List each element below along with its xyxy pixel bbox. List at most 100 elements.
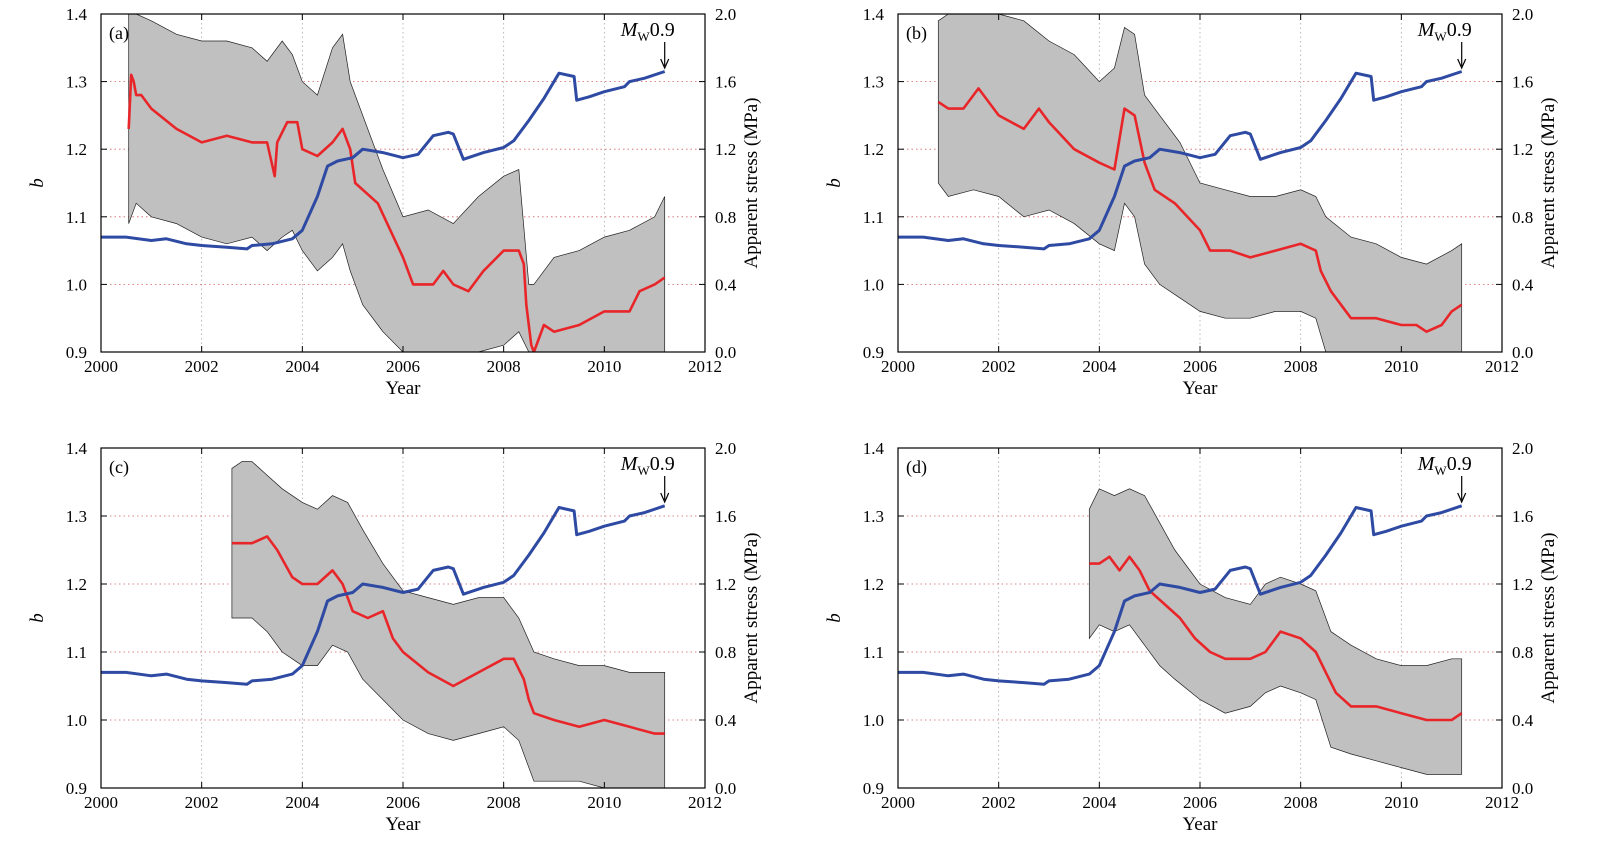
chart-1-panel-label: (b): [906, 23, 927, 44]
chart-3-data: [898, 488, 1463, 775]
chart-2-b-value-line: [231, 535, 665, 735]
chart-panel-2: 2000 2002 2004 2006 2008 2010 2012 0.9 1.0 1.1 1.2…: [27, 439, 762, 835]
chart-1-xtick-label-3: 2006: [1183, 357, 1217, 376]
chart-0-ytick-left-label-0: 0.9: [66, 343, 87, 362]
chart-0-ytick-left-label-3: 1.2: [66, 140, 87, 159]
chart-0-uncertainty-band: [128, 14, 666, 352]
chart-3-xtick-label-5: 2010: [1384, 793, 1418, 812]
chart-3-ytick-right-label-0: 0.0: [1512, 779, 1533, 798]
chart-3-ytick-left-label-4: 1.3: [863, 507, 884, 526]
chart-3-ytick-right-label-4: 1.6: [1512, 507, 1533, 526]
chart-2-xlabel: Year: [385, 814, 421, 835]
chart-0-xtick-label-0: 2000: [84, 357, 118, 376]
chart-3-ylabel-right: Apparent stress (MPa): [1538, 533, 1559, 704]
chart-1-ytick-left-label-4: 1.3: [863, 73, 884, 92]
chart-1-xtick-label-2: 2004: [1082, 357, 1117, 376]
chart-2-ytick-left-label-4: 1.3: [66, 507, 87, 526]
chart-panel-3: 2000 2002 2004 2006 2008 2010 2012 0.9 1.0 1.1 1.2…: [824, 439, 1559, 835]
chart-2-ylabel-left: b: [27, 613, 48, 623]
chart-0-ytick-left-label-4: 1.3: [66, 73, 87, 92]
chart-2-xtick-label-5: 2010: [587, 793, 621, 812]
chart-0-ytick-right-label-1: 0.4: [715, 275, 737, 294]
chart-1-data: [898, 14, 1463, 352]
chart-0-ytick-left-label-2: 1.1: [66, 208, 87, 227]
chart-3-ytick-right-label-5: 2.0: [1512, 439, 1533, 458]
chart-1-xtick-label-6: 2012: [1485, 357, 1519, 376]
chart-2-xtick-label-0: 2000: [84, 793, 118, 812]
chart-3-xtick-label-1: 2002: [982, 793, 1016, 812]
chart-3-magnitude-arrow-head: [1457, 492, 1467, 504]
chart-3-apparent-stress-line: [898, 504, 1463, 686]
chart-1-xtick-label-0: 2000: [881, 357, 915, 376]
chart-3-panel-label: (d): [906, 457, 927, 478]
chart-1-ytick-left-label-3: 1.2: [863, 140, 884, 159]
chart-1-ytick-right-label-3: 1.2: [1512, 140, 1533, 159]
chart-1-apparent-stress-line: [898, 70, 1463, 251]
chart-1-magnitude-arrow-head: [1457, 58, 1467, 70]
chart-0-magnitude-annotation: MW0.9: [620, 19, 675, 44]
chart-1-ytick-right-label-5: 2.0: [1512, 5, 1533, 24]
chart-2-ytick-left-label-3: 1.2: [66, 575, 87, 594]
chart-3-ytick-right-label-2: 0.8: [1512, 643, 1533, 662]
chart-2-panel-label: (c): [109, 457, 129, 478]
chart-1-ytick-left-label-0: 0.9: [863, 343, 884, 362]
chart-2-ytick-left-label-0: 0.9: [66, 779, 87, 798]
chart-2-xtick-label-2: 2004: [285, 793, 320, 812]
chart-1-ytick-right-label-2: 0.8: [1512, 208, 1533, 227]
chart-0-b-value-line: [127, 73, 666, 352]
chart-2-ytick-right-label-5: 2.0: [715, 439, 736, 458]
chart-3-ytick-left-label-2: 1.1: [863, 643, 884, 662]
chart-3-xtick-label-4: 2008: [1284, 793, 1318, 812]
chart-3-ylabel-left: b: [824, 613, 845, 623]
chart-panel-1: 2000 2002 2004 2006 2008 2010 2012 0.9 1.0 1.1 1.2…: [824, 5, 1559, 399]
chart-2-xtick-label-3: 2006: [386, 793, 420, 812]
chart-2-data: [101, 461, 666, 788]
chart-3-ytick-left-label-1: 1.0: [863, 711, 884, 730]
chart-1-ylabel-left: b: [824, 178, 845, 188]
chart-3-ytick-left-label-0: 0.9: [863, 779, 884, 798]
chart-0-ylabel-right: Apparent stress (MPa): [741, 98, 762, 269]
chart-1-xlabel: Year: [1182, 378, 1218, 399]
chart-2-magnitude-annotation: MW0.9: [620, 453, 675, 478]
chart-0-magnitude-arrow-head: [660, 58, 670, 70]
chart-2-ytick-right-label-4: 1.6: [715, 507, 736, 526]
chart-3-ytick-right-label-3: 1.2: [1512, 575, 1533, 594]
chart-0-ytick-right-label-2: 0.8: [715, 208, 736, 227]
chart-3-uncertainty-band: [1088, 488, 1463, 775]
chart-0-xtick-label-5: 2010: [587, 357, 621, 376]
chart-3-ytick-right-label-1: 0.4: [1512, 711, 1534, 730]
chart-1-magnitude-annotation: MW0.9: [1417, 19, 1472, 44]
chart-3-ytick-left-label-5: 1.4: [863, 439, 885, 458]
chart-0-panel-label: (a): [109, 23, 129, 44]
chart-0-ytick-left-label-1: 1.0: [66, 275, 87, 294]
chart-2-ytick-left-label-2: 1.1: [66, 643, 87, 662]
chart-0-xtick-label-2: 2004: [285, 357, 320, 376]
chart-panel-0: 2000 2002 2004 2006 2008 2010 2012 0.9 1.0 1.1 1.2…: [27, 5, 762, 399]
chart-0-ytick-left-label-5: 1.4: [66, 5, 88, 24]
chart-3-ytick-left-label-3: 1.2: [863, 575, 884, 594]
chart-2-ytick-right-label-0: 0.0: [715, 779, 736, 798]
chart-0-ytick-right-label-0: 0.0: [715, 343, 736, 362]
chart-0-ytick-right-label-3: 1.2: [715, 140, 736, 159]
chart-3-xtick-label-3: 2006: [1183, 793, 1217, 812]
chart-0-xlabel: Year: [385, 378, 421, 399]
chart-3-xtick-label-2: 2004: [1082, 793, 1117, 812]
chart-2-xtick-label-6: 2012: [688, 793, 722, 812]
chart-0-data: [101, 14, 666, 352]
chart-3-b-value-line: [1089, 555, 1463, 722]
chart-0-xtick-label-4: 2008: [487, 357, 521, 376]
chart-1-ytick-right-label-0: 0.0: [1512, 343, 1533, 362]
chart-1-ytick-left-label-1: 1.0: [863, 275, 884, 294]
chart-1-ytick-left-label-2: 1.1: [863, 208, 884, 227]
chart-2-uncertainty-band: [231, 461, 666, 788]
chart-1-xtick-label-5: 2010: [1384, 357, 1418, 376]
chart-2-xtick-label-4: 2008: [487, 793, 521, 812]
chart-2-ytick-right-label-2: 0.8: [715, 643, 736, 662]
chart-0-xtick-label-1: 2002: [185, 357, 219, 376]
chart-3-magnitude-annotation: MW0.9: [1417, 453, 1472, 478]
chart-1-uncertainty-band: [937, 14, 1463, 352]
chart-1-ytick-right-label-4: 1.6: [1512, 73, 1533, 92]
chart-0-ytick-right-label-5: 2.0: [715, 5, 736, 24]
chart-1-ytick-right-label-1: 0.4: [1512, 275, 1534, 294]
chart-2-ylabel-right: Apparent stress (MPa): [741, 533, 762, 704]
